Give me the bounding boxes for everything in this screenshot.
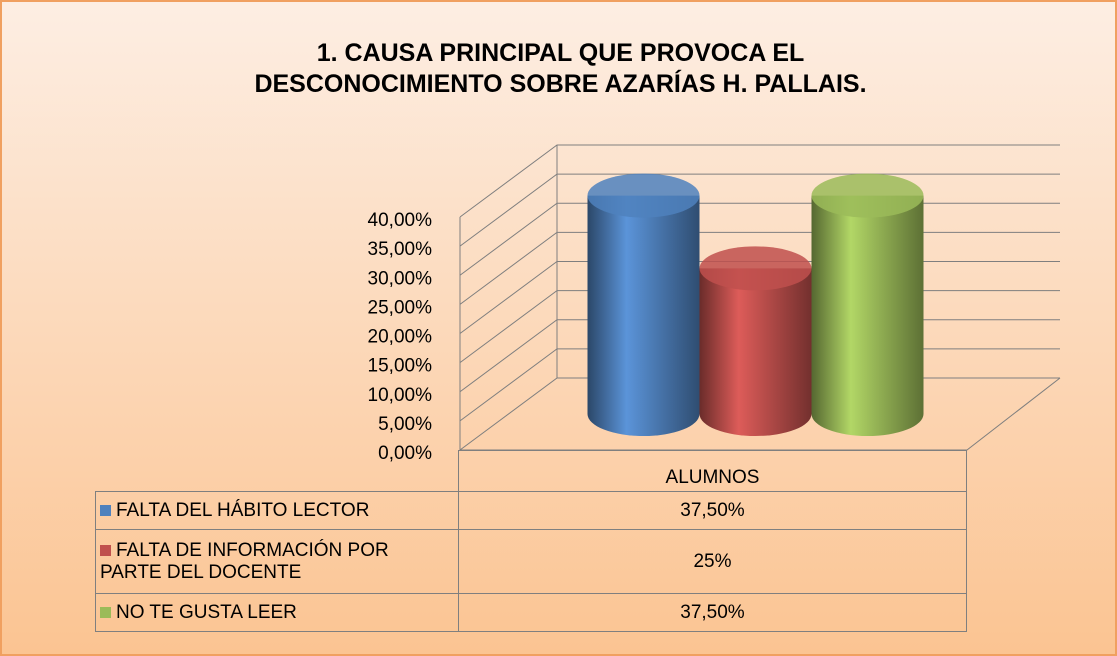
cylinder-top (587, 173, 700, 218)
legend-swatch (100, 606, 111, 618)
y-tick-label: 15,00% (368, 356, 433, 377)
legend-cell: NO TE GUSTA LEER (95, 593, 459, 632)
cylinder-top (699, 246, 812, 291)
legend-swatch (100, 544, 111, 556)
table-row: FALTA DE INFORMACIÓN POR PARTE DEL DOCEN… (95, 529, 967, 594)
data-table: ALUMNOS FALTA DEL HÁBITO LECTOR 37,50% FALT… (95, 450, 967, 632)
legend-label: FALTA DEL HÁBITO LECTOR (116, 499, 370, 521)
y-tick-label: 25,00% (368, 297, 433, 318)
cylinder-body (811, 195, 924, 437)
legend-label: FALTA DE INFORMACIÓN POR PARTE DEL DOCEN… (100, 539, 389, 583)
table-corner (95, 450, 459, 492)
y-tick-label: 10,00% (368, 385, 433, 406)
legend-cell: FALTA DEL HÁBITO LECTOR (95, 491, 459, 530)
cylinder (811, 173, 924, 437)
grid-line (459, 144, 1060, 218)
table-header: ALUMNOS (95, 450, 967, 492)
value-label: 37,50% (458, 491, 967, 530)
value-label: 37,50% (458, 593, 967, 632)
y-tick-label: 30,00% (368, 268, 433, 289)
legend-swatch (100, 504, 111, 516)
cylinder-body (587, 195, 700, 437)
cylinder-top (811, 173, 924, 218)
y-tick-label: 5,00% (378, 414, 432, 435)
y-tick-label: 40,00% (368, 210, 433, 231)
table-row: NO TE GUSTA LEER 37,50% (95, 593, 967, 632)
table-row: FALTA DEL HÁBITO LECTOR 37,50% (95, 491, 967, 530)
grid-line (459, 173, 1060, 247)
legend-label: NO TE GUSTA LEER (116, 601, 297, 623)
category-label: ALUMNOS (458, 450, 967, 492)
value-label: 25% (458, 529, 967, 594)
cylinder-body (699, 268, 812, 437)
y-tick-label: 35,00% (368, 239, 433, 260)
y-tick-label: 20,00% (368, 327, 433, 348)
legend-cell: FALTA DE INFORMACIÓN POR PARTE DEL DOCEN… (95, 529, 459, 594)
cylinder (587, 173, 700, 437)
chart-title: 1. CAUSA PRINCIPAL QUE PROVOCA EL DESCON… (254, 39, 867, 98)
cylinder (699, 246, 812, 437)
